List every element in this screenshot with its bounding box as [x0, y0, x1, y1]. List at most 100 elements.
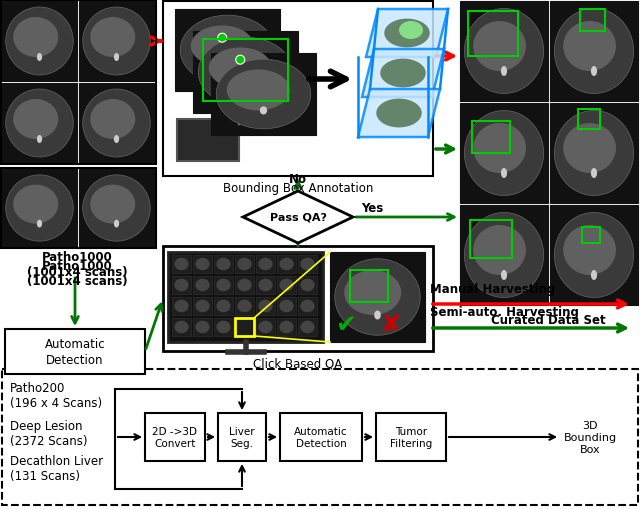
Ellipse shape — [174, 300, 189, 313]
Ellipse shape — [501, 168, 507, 179]
Ellipse shape — [13, 100, 58, 140]
Text: Bounding Box Annotation: Bounding Box Annotation — [223, 181, 373, 194]
FancyBboxPatch shape — [235, 297, 254, 316]
FancyBboxPatch shape — [218, 413, 266, 461]
FancyBboxPatch shape — [2, 369, 638, 505]
Text: Click Based QA: Click Based QA — [253, 357, 342, 370]
FancyBboxPatch shape — [298, 276, 317, 294]
Ellipse shape — [591, 168, 597, 179]
Ellipse shape — [554, 111, 634, 196]
FancyBboxPatch shape — [460, 104, 548, 204]
Ellipse shape — [191, 26, 253, 67]
FancyBboxPatch shape — [550, 2, 638, 102]
Text: Curated Data Set: Curated Data Set — [491, 314, 605, 326]
Text: Automatic
Detection: Automatic Detection — [45, 338, 106, 366]
Ellipse shape — [384, 19, 429, 48]
Ellipse shape — [280, 321, 294, 333]
Ellipse shape — [501, 270, 507, 280]
FancyBboxPatch shape — [172, 297, 191, 316]
Text: Manual Harvesting: Manual Harvesting — [430, 282, 556, 295]
Text: Semi-auto. Harvesting: Semi-auto. Harvesting — [430, 305, 579, 318]
Ellipse shape — [380, 60, 426, 88]
Ellipse shape — [216, 258, 230, 271]
Text: Patho1000
(1001x4 scans): Patho1000 (1001x4 scans) — [27, 260, 127, 288]
Ellipse shape — [280, 300, 294, 313]
FancyBboxPatch shape — [175, 10, 280, 92]
Ellipse shape — [90, 185, 135, 224]
FancyBboxPatch shape — [79, 84, 154, 164]
Ellipse shape — [344, 270, 401, 316]
Ellipse shape — [216, 279, 230, 292]
FancyBboxPatch shape — [163, 2, 433, 177]
Ellipse shape — [195, 300, 210, 313]
Text: ✘: ✘ — [381, 313, 401, 336]
Ellipse shape — [180, 16, 275, 86]
Ellipse shape — [300, 258, 315, 271]
FancyBboxPatch shape — [2, 169, 77, 247]
Ellipse shape — [237, 321, 252, 333]
FancyBboxPatch shape — [2, 84, 77, 164]
FancyBboxPatch shape — [376, 413, 446, 461]
Ellipse shape — [237, 279, 252, 292]
FancyBboxPatch shape — [214, 297, 233, 316]
FancyBboxPatch shape — [235, 256, 254, 273]
Ellipse shape — [473, 124, 526, 174]
Ellipse shape — [209, 48, 272, 89]
FancyBboxPatch shape — [550, 104, 638, 204]
FancyBboxPatch shape — [550, 206, 638, 305]
Ellipse shape — [83, 90, 150, 158]
Ellipse shape — [563, 22, 616, 72]
Ellipse shape — [501, 67, 507, 77]
FancyBboxPatch shape — [277, 256, 296, 273]
Text: Pass QA?: Pass QA? — [269, 213, 326, 222]
FancyBboxPatch shape — [193, 318, 212, 336]
Ellipse shape — [335, 259, 420, 335]
FancyBboxPatch shape — [5, 329, 145, 374]
Ellipse shape — [6, 90, 73, 158]
Ellipse shape — [114, 54, 119, 62]
FancyBboxPatch shape — [214, 256, 233, 273]
FancyBboxPatch shape — [2, 2, 77, 82]
Ellipse shape — [554, 213, 634, 298]
Circle shape — [236, 56, 244, 65]
Text: Yes: Yes — [361, 201, 383, 214]
Circle shape — [218, 34, 227, 43]
Ellipse shape — [563, 124, 616, 174]
Ellipse shape — [216, 60, 311, 130]
FancyBboxPatch shape — [460, 206, 548, 305]
Ellipse shape — [195, 321, 210, 333]
FancyBboxPatch shape — [280, 413, 362, 461]
FancyBboxPatch shape — [256, 318, 275, 336]
Ellipse shape — [37, 54, 42, 62]
FancyBboxPatch shape — [256, 256, 275, 273]
FancyBboxPatch shape — [460, 2, 548, 102]
Ellipse shape — [300, 279, 315, 292]
Ellipse shape — [195, 279, 210, 292]
Ellipse shape — [83, 8, 150, 76]
Ellipse shape — [591, 270, 597, 280]
Ellipse shape — [237, 300, 252, 313]
Ellipse shape — [174, 321, 189, 333]
Ellipse shape — [465, 213, 543, 298]
FancyBboxPatch shape — [163, 246, 433, 351]
Ellipse shape — [259, 300, 273, 313]
FancyBboxPatch shape — [79, 2, 154, 82]
Text: No: No — [289, 173, 307, 186]
Ellipse shape — [6, 8, 73, 76]
Text: Automatic
Detection: Automatic Detection — [294, 427, 348, 448]
FancyBboxPatch shape — [193, 297, 212, 316]
FancyBboxPatch shape — [277, 318, 296, 336]
Ellipse shape — [300, 300, 315, 313]
Ellipse shape — [280, 279, 294, 292]
Ellipse shape — [174, 279, 189, 292]
Ellipse shape — [174, 258, 189, 271]
FancyBboxPatch shape — [256, 276, 275, 294]
Ellipse shape — [300, 321, 315, 333]
Ellipse shape — [37, 220, 42, 228]
Ellipse shape — [237, 258, 252, 271]
FancyBboxPatch shape — [172, 256, 191, 273]
Ellipse shape — [260, 107, 267, 115]
Ellipse shape — [259, 321, 273, 333]
Ellipse shape — [374, 311, 381, 320]
FancyBboxPatch shape — [277, 276, 296, 294]
